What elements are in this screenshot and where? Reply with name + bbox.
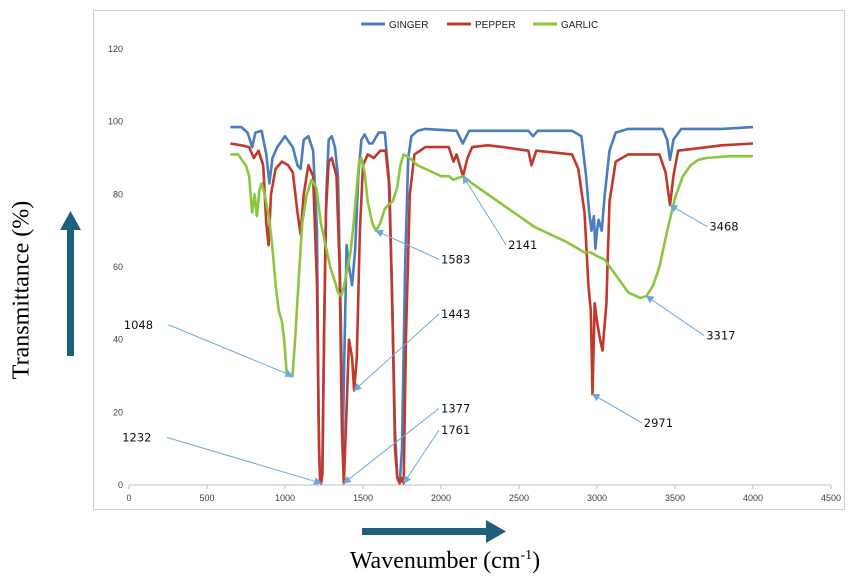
annotation-arrow xyxy=(166,436,323,486)
annotation-label: 3317 xyxy=(706,329,735,343)
annotation-label: 1583 xyxy=(441,252,470,266)
x-axis-label: Wavenumber (cm-1) xyxy=(350,548,540,575)
annotation-label: 2141 xyxy=(508,238,537,252)
x-axis-label-superscript: -1 xyxy=(520,548,533,563)
ftir-chart: 0 500 1000 1500 2000 2500 3000 3500 4000 4500 0 20 4… xyxy=(108,20,841,503)
x-tick-label: 2500 xyxy=(509,493,529,503)
x-tick-label: 4000 xyxy=(743,493,763,503)
annotation-arrow xyxy=(669,204,708,228)
y-tick-label: 40 xyxy=(113,335,123,345)
x-tick-label: 500 xyxy=(199,493,214,503)
annotation-arrow xyxy=(645,295,705,337)
annotation-arrow xyxy=(375,229,440,260)
annotation-arrow xyxy=(403,429,440,485)
annotation-arrow xyxy=(168,324,294,378)
y-tick-label: 100 xyxy=(108,117,123,127)
annotation-label: 2971 xyxy=(644,416,673,430)
annotation-label: 3468 xyxy=(709,220,738,234)
annotation-label: 1377 xyxy=(441,401,470,415)
series-line-garlic xyxy=(230,153,753,378)
y-axis-arrow xyxy=(60,211,81,356)
legend-label: GARLIC xyxy=(561,20,598,31)
y-tick-label: 20 xyxy=(113,407,123,417)
x-tick-label: 2000 xyxy=(431,493,451,503)
y-tick-label: 120 xyxy=(108,44,123,54)
y-tick-label: 60 xyxy=(113,262,123,272)
annotation-label: 1048 xyxy=(124,318,153,332)
x-axis-label-main: Wavenumber (cm xyxy=(349,548,521,574)
annotation-label: 1443 xyxy=(441,307,470,321)
legend-label: GINGER xyxy=(389,20,428,31)
x-tick-label: 0 xyxy=(126,493,131,503)
series-line-ginger xyxy=(230,125,754,485)
legend-label: PEPPER xyxy=(475,20,516,31)
x-tick-label: 1500 xyxy=(353,493,373,503)
annotation-arrow xyxy=(353,313,440,392)
x-axis-arrow xyxy=(362,520,506,543)
y-axis-label: Transmittance (%) xyxy=(8,200,35,380)
annotation-arrow xyxy=(591,393,643,424)
y-tick-label: 0 xyxy=(118,480,123,490)
y-tick-label: 80 xyxy=(113,189,123,199)
annotation-arrow xyxy=(343,407,440,484)
x-tick-label: 3000 xyxy=(587,493,607,503)
x-tick-label: 4500 xyxy=(821,493,841,503)
annotation-label: 1761 xyxy=(441,423,470,437)
series-line-pepper xyxy=(230,142,754,485)
chart-frame: 0 500 1000 1500 2000 2500 3000 3500 4000 4500 0 20 4… xyxy=(93,10,845,510)
annotation-label: 1232 xyxy=(122,430,151,444)
x-axis-label-close: ) xyxy=(532,548,541,574)
x-tick-label: 3500 xyxy=(665,493,685,503)
annotation-arrow xyxy=(462,175,507,246)
x-tick-label: 1000 xyxy=(275,493,295,503)
